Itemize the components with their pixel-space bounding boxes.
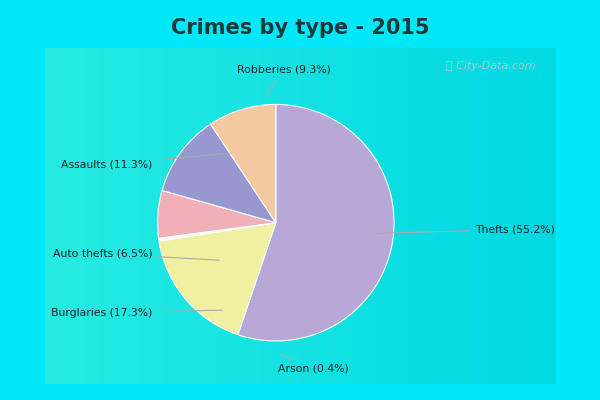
Text: Burglaries (17.3%): Burglaries (17.3%)	[51, 308, 222, 318]
Text: Assaults (11.3%): Assaults (11.3%)	[61, 153, 230, 170]
Wedge shape	[158, 190, 276, 238]
Text: Arson (0.4%): Arson (0.4%)	[278, 354, 349, 374]
Text: Crimes by type - 2015: Crimes by type - 2015	[171, 18, 429, 38]
Wedge shape	[158, 223, 276, 241]
Wedge shape	[162, 124, 276, 223]
Text: Robberies (9.3%): Robberies (9.3%)	[237, 65, 331, 94]
Text: ⓘ City-Data.com: ⓘ City-Data.com	[446, 62, 535, 72]
Wedge shape	[211, 104, 276, 223]
Wedge shape	[238, 104, 394, 341]
Text: Auto thefts (6.5%): Auto thefts (6.5%)	[53, 249, 219, 260]
Text: Thefts (55.2%): Thefts (55.2%)	[376, 224, 554, 234]
Wedge shape	[159, 223, 276, 335]
